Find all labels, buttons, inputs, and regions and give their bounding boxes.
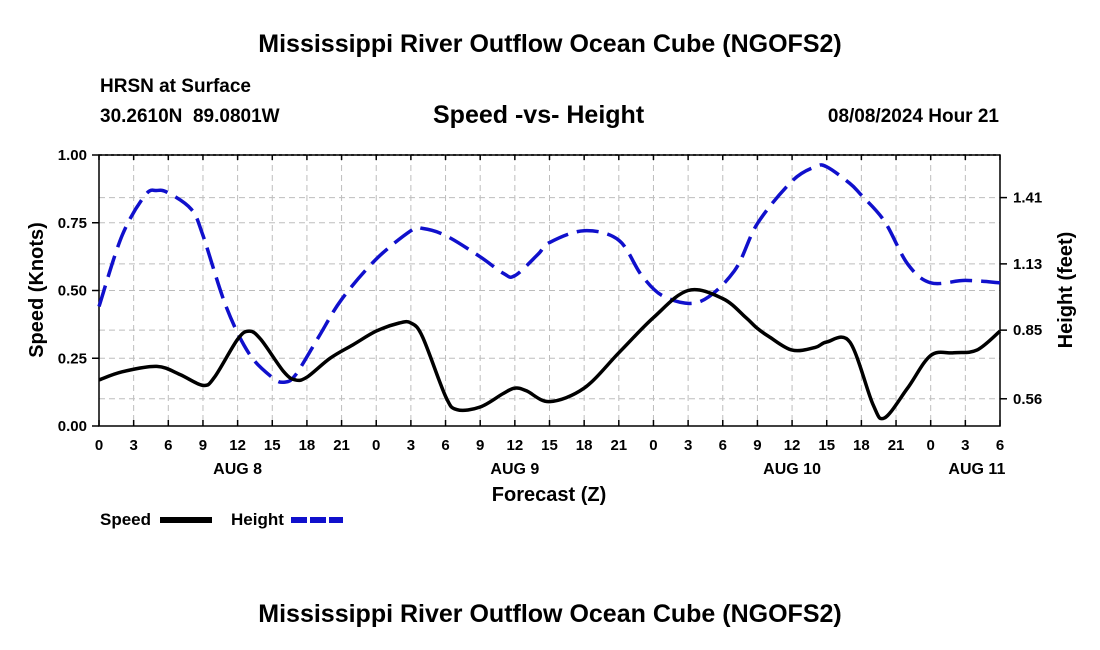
x-tick-label: 15 — [264, 437, 281, 454]
x-tick-label: 15 — [818, 437, 835, 454]
x-tick-label: 0 — [372, 437, 380, 454]
x-tick-label: 12 — [784, 437, 801, 454]
page-title: Mississippi River Outflow Ocean Cube (NG… — [258, 30, 842, 58]
x-axis-label: Forecast (Z) — [492, 484, 606, 506]
y-axis-label: Speed (Knots) — [26, 222, 48, 358]
date-label: AUG 9 — [490, 461, 539, 478]
y-tick-label: 0.50 — [58, 283, 87, 300]
tick-marks — [92, 154, 1007, 427]
x-tick-label: 9 — [199, 437, 207, 454]
x-tick-label: 3 — [407, 437, 415, 454]
x-tick-label: 9 — [476, 437, 484, 454]
date-label: AUG 11 — [948, 461, 1005, 478]
y2-tick-label: 0.56 — [1013, 391, 1042, 408]
legend-height-label: Height — [231, 510, 284, 529]
station-name: HRSN at Surface — [100, 76, 251, 97]
y-tick-label: 1.00 — [58, 147, 87, 164]
y-tick-label: 0.75 — [58, 215, 87, 232]
forecast-timestamp: 08/08/2024 Hour 21 — [827, 106, 999, 127]
legend-speed-label: Speed — [100, 510, 151, 529]
chart-title: Speed -vs- Height — [433, 101, 645, 129]
page-title-bottom: Mississippi River Outflow Ocean Cube (NG… — [258, 600, 842, 628]
x-tick-label: 21 — [610, 437, 627, 454]
y2-axis-label: Height (feet) — [1055, 232, 1077, 349]
x-tick-label: 0 — [927, 437, 935, 454]
y2-tick-labels: 0.56 0.85 1.13 1.41 — [1013, 190, 1042, 408]
x-tick-label: 0 — [95, 437, 103, 454]
x-tick-label: 0 — [649, 437, 657, 454]
x-tick-label: 18 — [576, 437, 593, 454]
y2-tick-label: 1.41 — [1013, 190, 1042, 207]
x-tick-label: 21 — [333, 437, 350, 454]
x-tick-label: 6 — [441, 437, 449, 454]
x-tick-label: 6 — [164, 437, 172, 454]
series-height-line — [97, 163, 1001, 385]
x-tick-label: 12 — [507, 437, 524, 454]
y-tick-label: 0.25 — [58, 350, 87, 367]
x-tick-label: 6 — [996, 437, 1004, 454]
series-speed-line — [98, 287, 1002, 421]
date-label: AUG 8 — [213, 461, 262, 478]
date-labels: AUG 8 AUG 9 AUG 10 AUG 11 — [213, 461, 1005, 478]
x-tick-label: 3 — [961, 437, 969, 454]
x-tick-label: 12 — [229, 437, 246, 454]
x-tick-label: 3 — [129, 437, 137, 454]
date-label: AUG 10 — [763, 461, 821, 478]
y2-tick-label: 1.13 — [1013, 256, 1042, 273]
y2-tick-label: 0.85 — [1013, 322, 1042, 339]
x-tick-label: 15 — [541, 437, 558, 454]
x-tick-label: 18 — [853, 437, 870, 454]
x-tick-label: 21 — [888, 437, 905, 454]
y-tick-labels: 0.00 0.25 0.50 0.75 1.00 — [58, 147, 87, 435]
x-tick-label: 18 — [299, 437, 316, 454]
x-tick-labels: 0 3 6 9 12 15 18 21 0 3 6 9 12 15 18 21 0 3 6 9 12 15 18 21 0 3 6 — [95, 437, 1004, 454]
chart-grid — [99, 154, 1000, 426]
x-tick-label: 3 — [684, 437, 692, 454]
station-coords: 30.2610N 89.0801W — [100, 106, 280, 127]
y-tick-label: 0.00 — [58, 418, 87, 435]
x-tick-label: 6 — [719, 437, 727, 454]
x-tick-label: 9 — [753, 437, 761, 454]
